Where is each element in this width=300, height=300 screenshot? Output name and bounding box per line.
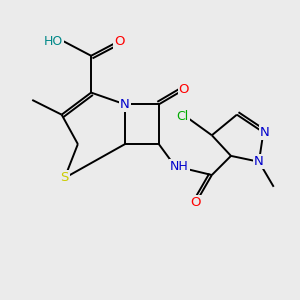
Text: N: N <box>120 98 130 111</box>
Text: O: O <box>190 196 201 209</box>
Text: Cl: Cl <box>176 110 188 123</box>
Text: O: O <box>114 34 124 48</box>
Text: N: N <box>260 126 270 139</box>
Text: HO: HO <box>44 34 63 48</box>
Text: S: S <box>60 172 69 184</box>
Text: NH: NH <box>170 160 189 173</box>
Text: N: N <box>254 155 264 168</box>
Text: O: O <box>178 83 189 96</box>
